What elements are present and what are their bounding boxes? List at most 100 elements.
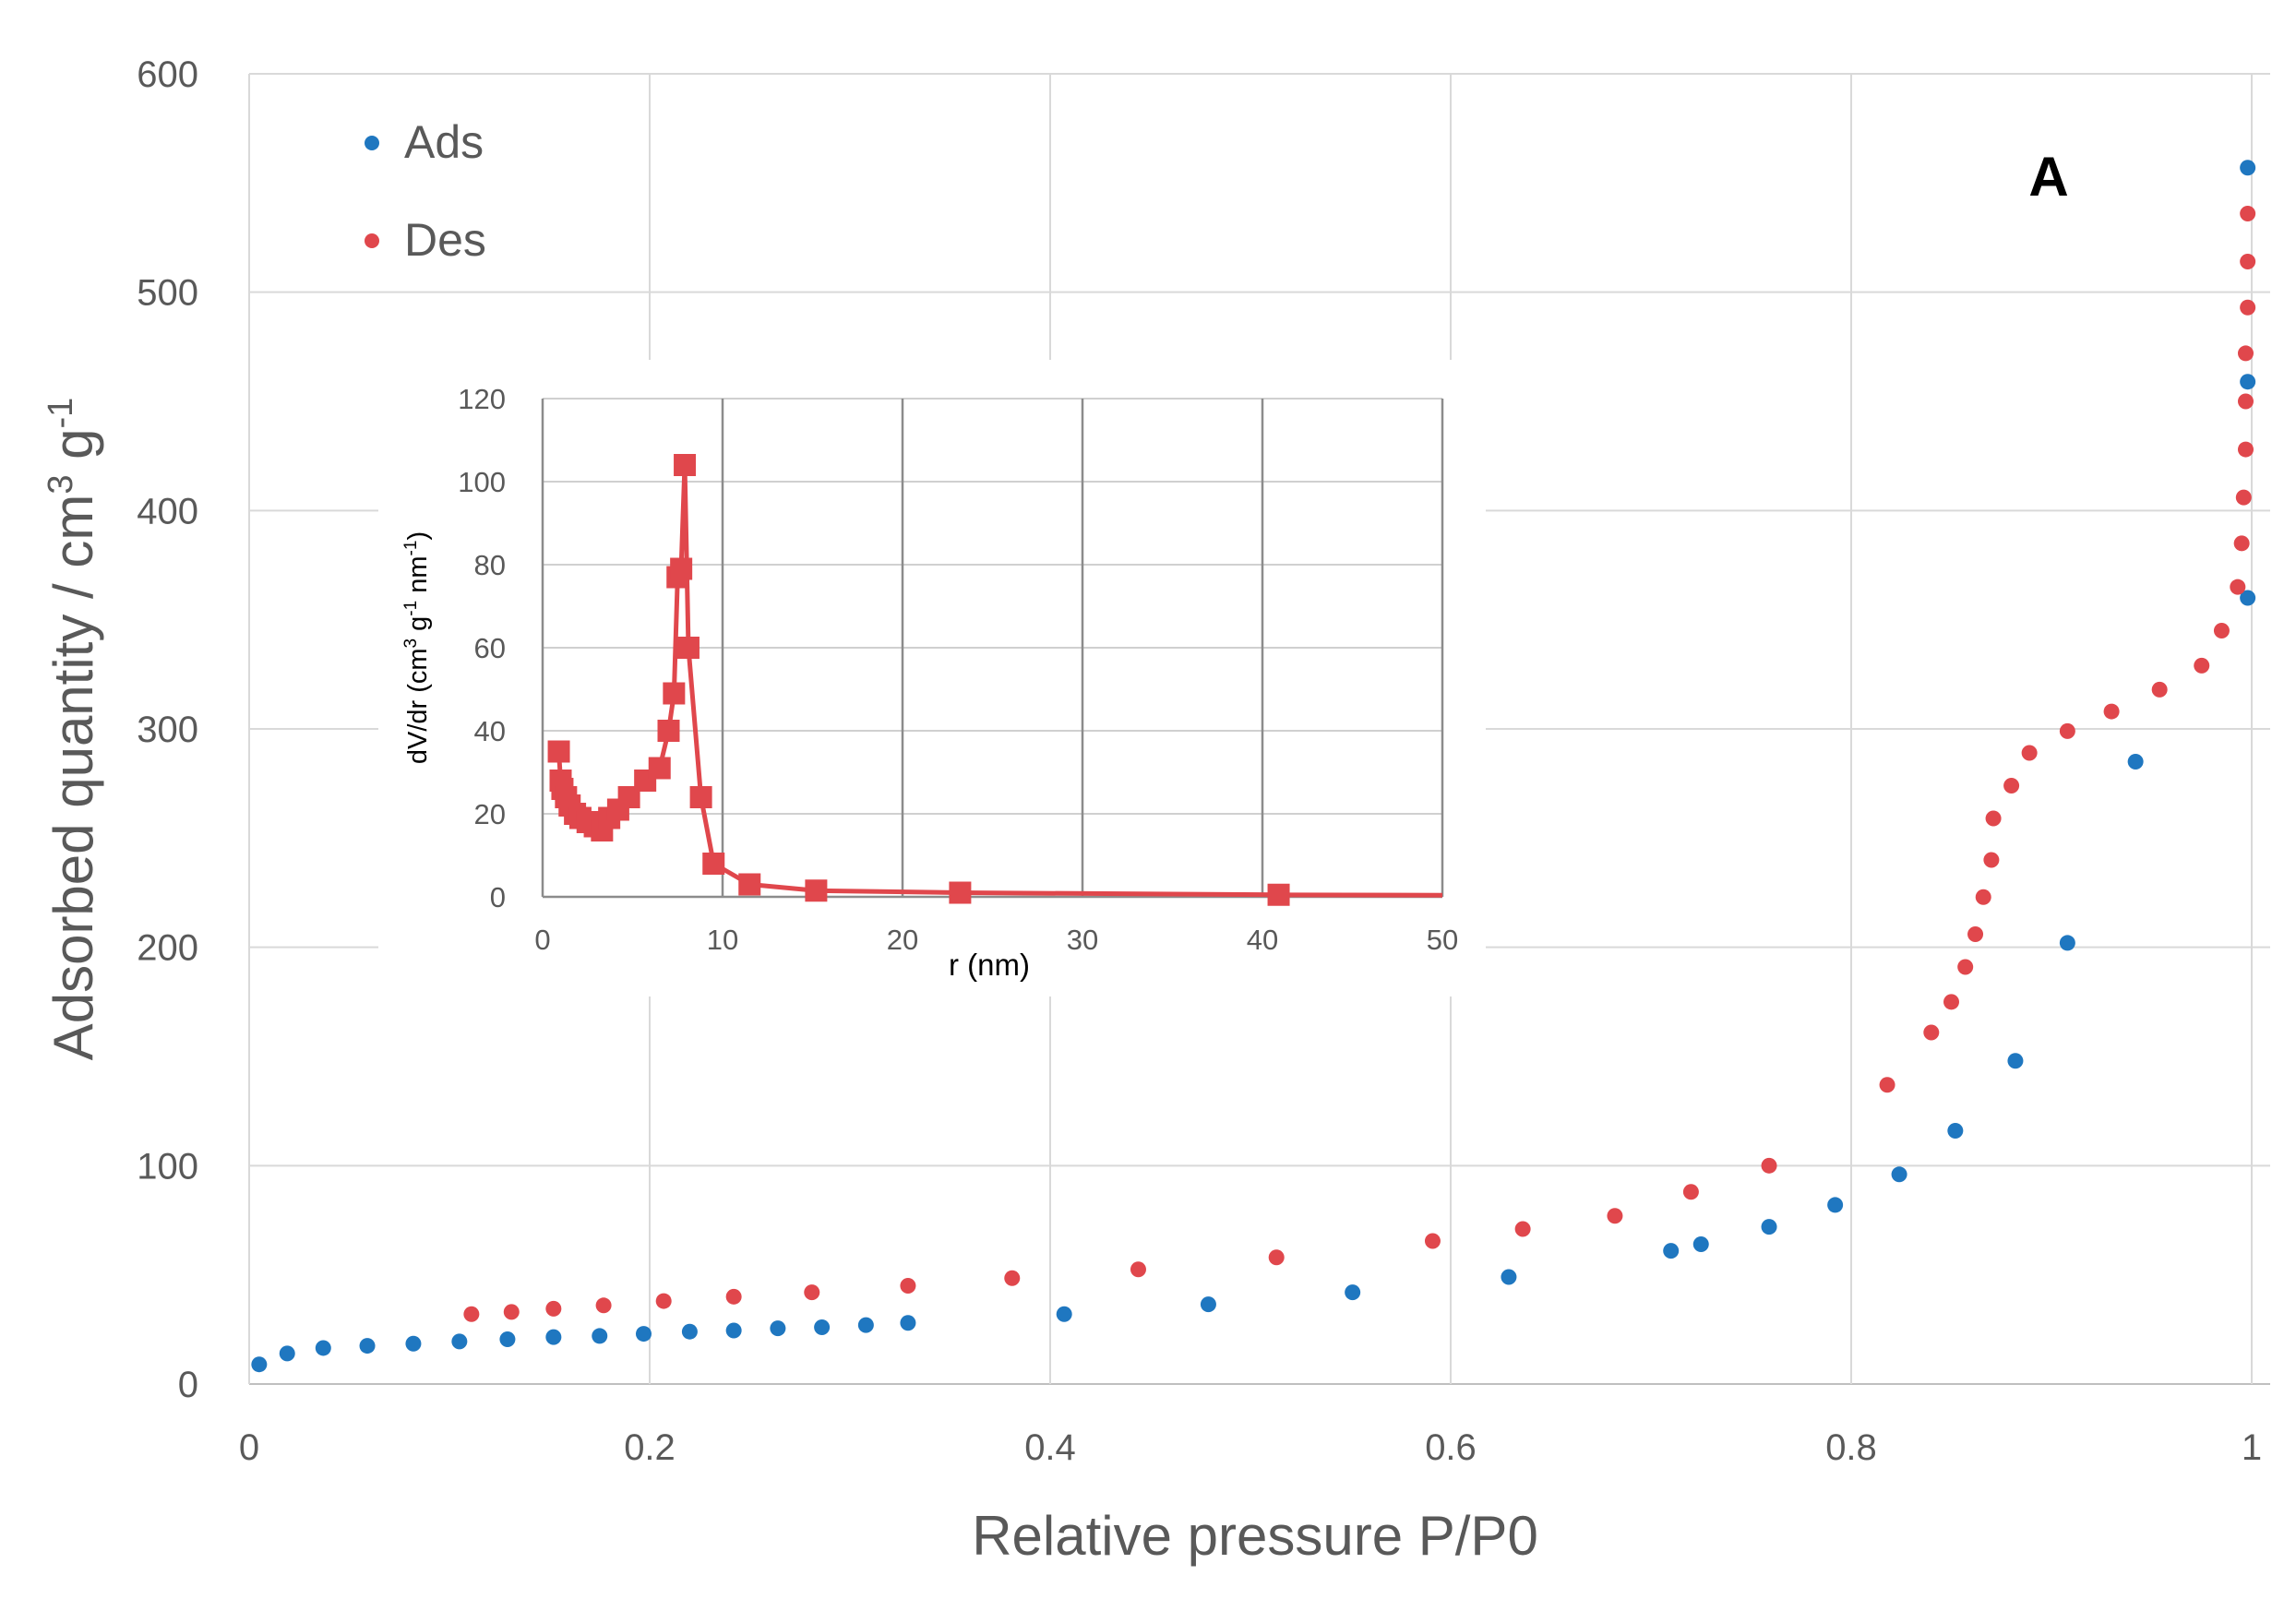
point-ads	[592, 1328, 608, 1344]
main-y-axis-title-main: Adsorbed quantity / cm	[42, 495, 104, 1061]
inset-chart: 0 20 40 60 80 100 120 0 10 20 30 40 50 r (nm) dV/dr …	[378, 360, 1486, 996]
inset-marker	[674, 454, 697, 476]
point-des	[1923, 1024, 1940, 1041]
point-ads	[814, 1319, 831, 1335]
inset-x-tick-label: 50	[1427, 924, 1458, 956]
inset-series	[547, 454, 1443, 906]
point-ads	[2240, 374, 2256, 390]
main-y-axis-title-sup1: 3	[42, 475, 80, 495]
legend-marker-des	[365, 233, 379, 248]
point-des	[2235, 489, 2252, 506]
point-des	[2230, 579, 2246, 595]
point-ads	[2059, 935, 2075, 951]
point-ads	[1947, 1122, 1964, 1139]
inset-y-tick-label: 20	[474, 798, 506, 830]
inset-background	[378, 360, 1486, 996]
point-des	[545, 1300, 562, 1317]
point-des	[595, 1297, 612, 1314]
point-ads	[315, 1340, 331, 1356]
inset-marker	[670, 557, 693, 580]
inset-y-tick-label: 120	[458, 383, 506, 415]
point-ads	[1056, 1306, 1072, 1322]
inset-y-title-sup1: 3	[401, 638, 421, 649]
main-x-axis-title: Relative pressure P/P0	[972, 1505, 1538, 1567]
point-des	[1130, 1261, 1146, 1278]
inset-x-tick-label: 40	[1247, 924, 1278, 956]
point-ads	[451, 1333, 468, 1350]
inset-y-title-a: dV/dr (cm	[403, 648, 433, 764]
inset-y-tick-label: 100	[458, 466, 506, 498]
point-des	[900, 1278, 916, 1294]
point-ads	[1891, 1166, 1907, 1183]
point-ads	[2127, 754, 2144, 770]
point-des	[503, 1304, 520, 1320]
point-ads	[2240, 590, 2256, 606]
inset-marker	[648, 757, 671, 780]
main-y-tick-label: 600	[137, 54, 198, 95]
point-des	[1967, 925, 1984, 942]
point-des	[1761, 1157, 1777, 1174]
point-des	[2237, 441, 2254, 458]
point-des	[1004, 1270, 1021, 1286]
inset-x-axis-title: r (nm)	[949, 948, 1030, 982]
main-x-tick-label: 0	[239, 1427, 259, 1468]
main-y-tick-label: 100	[137, 1146, 198, 1187]
inset-x-tick-label: 30	[1067, 924, 1098, 956]
point-ads	[1501, 1269, 1517, 1285]
point-ads	[359, 1338, 376, 1354]
point-ads	[1345, 1284, 1361, 1301]
point-ads	[251, 1356, 268, 1373]
point-ads	[1692, 1236, 1709, 1253]
point-des	[2237, 393, 2254, 410]
legend-marker-ads	[365, 136, 379, 150]
legend: Ads Des	[365, 116, 486, 266]
inset-y-title-b: g	[403, 616, 433, 638]
point-des	[1514, 1221, 1531, 1237]
point-ads	[681, 1323, 698, 1340]
inset-marker	[657, 720, 680, 742]
point-des	[804, 1284, 820, 1301]
point-ads	[857, 1317, 874, 1333]
point-ads	[1200, 1296, 1216, 1313]
legend-label-des: Des	[404, 214, 486, 266]
inset-marker	[949, 881, 972, 904]
point-des	[1957, 959, 1974, 975]
point-des	[2240, 205, 2256, 221]
inset-marker	[547, 740, 570, 763]
main-x-tick-label: 1	[2242, 1427, 2262, 1468]
inset-y-axis-title: dV/dr (cm3 g-1 nm-1)	[401, 531, 433, 764]
inset-marker	[676, 637, 700, 659]
point-ads	[635, 1326, 652, 1342]
point-des	[1424, 1233, 1441, 1249]
point-des	[2021, 745, 2038, 761]
main-y-tick-label: 0	[178, 1365, 198, 1405]
inset-y-title-c: nm	[403, 555, 433, 600]
point-ads	[405, 1335, 422, 1352]
point-des	[725, 1288, 742, 1305]
inset-y-title-d: )	[403, 531, 433, 541]
point-des	[1983, 852, 2000, 868]
main-y-axis-title-sup2: -1	[42, 398, 80, 429]
point-des	[655, 1293, 672, 1309]
point-des	[1985, 810, 2002, 827]
inset-marker	[738, 873, 761, 896]
point-ads	[545, 1329, 562, 1345]
point-des	[2213, 623, 2230, 638]
point-ads	[900, 1315, 916, 1331]
point-ads	[1827, 1197, 1844, 1213]
inset-x-tick-label: 10	[707, 924, 738, 956]
inset-marker	[689, 786, 712, 808]
inset-y-tick-label: 80	[474, 549, 506, 581]
inset-marker	[1267, 883, 1290, 906]
main-y-tick-label: 300	[137, 710, 198, 750]
point-des	[2237, 345, 2254, 362]
inset-x-tick-label: 20	[887, 924, 918, 956]
point-des	[1975, 889, 1991, 905]
inset-gridlines	[541, 398, 1444, 899]
point-des	[463, 1306, 480, 1322]
point-ads	[279, 1345, 295, 1362]
point-des	[1879, 1077, 1895, 1093]
point-ads	[1663, 1243, 1680, 1259]
legend-label-ads: Ads	[404, 116, 484, 168]
